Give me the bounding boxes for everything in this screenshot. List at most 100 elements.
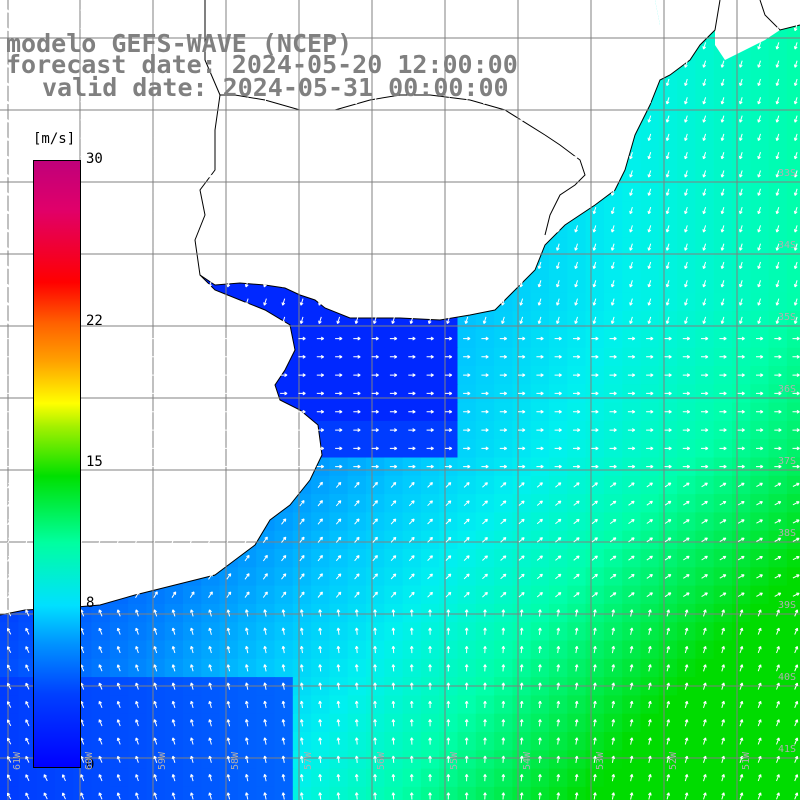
wind-arrow [555,555,562,561]
wind-arrow [720,115,725,123]
wind-arrow [244,554,250,562]
wind-arrow [629,316,633,324]
wind-arrow [757,60,761,68]
wind-arrow [208,23,212,32]
wind-arrow [135,23,139,32]
wind-arrow [501,97,505,105]
wind-arrow [499,464,508,469]
wind-arrow [500,591,507,598]
wind-arrow [481,391,489,396]
wind-arrow [719,592,727,597]
wind-arrow [226,170,231,178]
wind-arrow [481,373,489,378]
wind-arrow [243,354,251,359]
wind-arrow [116,60,121,68]
wind-arrow [373,23,377,32]
wind-arrow [556,298,560,306]
wind-arrow [554,464,562,469]
wind-arrow [170,409,178,414]
wind-arrow [555,573,562,580]
wind-arrow [774,464,782,469]
wind-cell [786,494,800,513]
wind-arrow [318,115,322,123]
wind-arrow [316,354,325,359]
wind-arrow [373,133,377,141]
wind-arrow [390,536,397,543]
wind-arrow [336,609,341,617]
wind-arrow [792,501,800,506]
wind-arrow [592,316,597,324]
wind-arrow [153,60,158,68]
wind-arrow [646,519,653,524]
wind-arrow [591,409,599,414]
wind-arrow [244,60,249,68]
wind-arrow [391,23,395,32]
wind-arrow [298,446,306,451]
wind-arrow [701,336,709,341]
wind-arrow [318,298,322,306]
wind-arrow [133,446,142,451]
wind-arrow [153,536,158,544]
wind-arrow [391,280,395,288]
wind-arrow [61,133,66,141]
wind-arrow [336,152,341,160]
wind-arrow [610,280,615,288]
wind-arrow [116,536,122,544]
longitude-label: 58W [230,751,241,770]
wind-arrow [556,78,560,87]
wind-arrow [262,554,268,562]
wind-arrow [610,42,615,50]
wind-arrow [299,188,304,196]
wind-arrow [43,152,48,160]
wind-arrow [737,428,745,432]
wind-arrow [737,501,745,506]
wind-arrow [554,428,562,432]
longitude-label: 59W [157,751,168,770]
wind-arrow [98,206,103,215]
wind-arrow [611,609,616,617]
wind-arrow [262,536,268,543]
wind-arrow [574,23,578,32]
wind-arrow [408,518,415,525]
wind-arrow [372,481,378,488]
wind-arrow [171,261,176,270]
wind-arrow [189,536,195,544]
wind-arrow [573,336,581,341]
wind-arrow [354,481,360,488]
wind-arrow [684,627,689,635]
wind-arrow [391,206,395,215]
wind-arrow [665,188,670,196]
wind-arrow [336,206,341,215]
wind-arrow [335,573,342,580]
wind-arrow [647,206,652,215]
wind-arrow [243,336,251,341]
wind-arrow [702,316,707,324]
wind-arrow [739,170,743,178]
wind-arrow [208,188,212,196]
wind-arrow [774,501,782,506]
wind-arrow [648,645,652,654]
land-south-america [195,0,660,320]
wind-arrow [592,5,597,13]
wind-arrow [482,97,487,105]
wind-arrow [537,280,542,288]
wind-arrow [519,170,524,178]
wind-arrow [371,373,379,378]
wind-arrow [280,336,288,341]
wind-arrow [463,482,470,488]
wind-arrow [5,446,13,451]
wind-arrow [538,609,542,617]
wind-arrow [263,152,267,160]
wind-arrow [737,555,745,561]
wind-arrow [244,42,249,50]
wind-arrow [7,572,12,580]
wind-arrow [792,592,800,597]
wind-arrow [43,42,48,50]
colorbar-tick-label: 15 [86,454,103,470]
wind-arrow [261,336,270,341]
wind-arrow [336,170,341,178]
wind-arrow [481,428,489,432]
wind-arrow [499,409,508,414]
wind-arrow [171,78,176,87]
wind-arrow [153,78,158,87]
